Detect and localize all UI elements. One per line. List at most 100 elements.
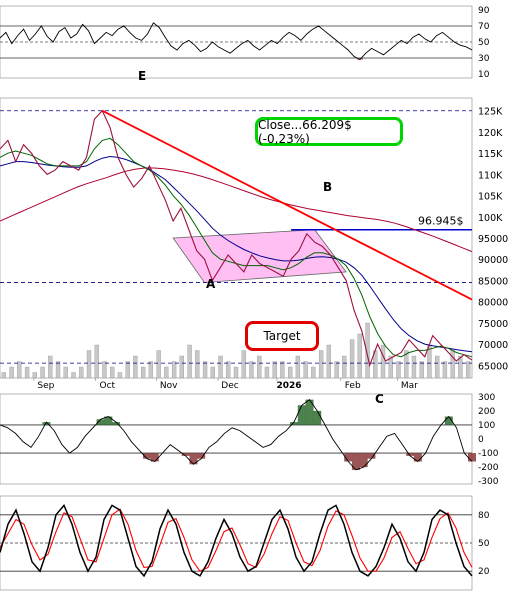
price-panel: 96.945$ A B C 125K 120K 115K 110K 105K 100K 95000 9… [0,97,508,406]
volume-bar [140,366,146,379]
rsi-line [0,22,473,61]
volume-bar [349,339,355,379]
stochastic-tick-label: 20 [478,567,490,577]
cci-negative-fill [150,453,159,462]
volume-bar [171,361,177,379]
month-label: Feb [345,381,361,391]
stochastic-tick-label: 50 [478,539,490,549]
price-tick-label: 90000 [478,255,508,266]
volume-bar [110,366,115,379]
price-tick-label: 70000 [478,340,508,351]
cci-tick-label: -100 [478,449,499,459]
month-label: 2026 [276,381,301,391]
stochastic-signal-line [0,508,473,572]
rsi-tick-label: 10 [478,70,490,80]
price-tick-label: 115K [478,149,503,160]
annotation-a: A [206,277,216,291]
volume-bar [94,344,99,379]
volume-bar [187,344,192,379]
volume-bar [133,355,138,379]
volume-bar [71,372,76,379]
month-label: Oct [99,381,115,391]
rsi-tick-label: 70 [478,22,490,32]
volume-bar [380,344,386,379]
volume-bar [404,350,409,379]
volume-bar [117,372,123,379]
stochastic-tick-label: 80 [478,511,490,521]
cci-negative-fill [197,453,206,459]
price-line [0,109,473,368]
volume-bar [249,361,254,379]
rsi-tick-label: 50 [478,38,490,48]
cci-panel: 300 200 100 0 -100 -200 -300 [0,393,499,487]
volume-bar [226,361,231,379]
volume-bar [435,355,440,379]
cci-negative-fill [359,453,368,468]
month-label: Dec [221,381,238,391]
volume-bar [450,350,455,379]
cci-frame [0,393,473,485]
cci-negative-fill [181,453,190,456]
volume-bar [32,372,37,379]
price-tick-label: 85000 [478,276,508,287]
close-price-text: Close...66.209$ (-0,23%) [258,117,352,146]
volume-bar [210,366,215,379]
cci-negative-fill [189,453,198,465]
volume-bar [164,366,169,379]
annotation-b: B [323,180,332,194]
volume-bar [1,372,7,379]
volume-bar [48,355,53,379]
volume-bar [241,350,246,379]
cci-positive-fill [96,419,105,425]
volume-bar [280,361,285,379]
volume-bar [442,361,448,379]
cci-positive-fill [104,416,113,425]
stochastic-panel: 80 50 20 [0,495,490,591]
cci-positive-fill [313,410,322,425]
downtrend-line [101,109,473,301]
target-label: Target [245,321,319,351]
cci-negative-fill [468,453,476,462]
price-tick-label: 65000 [478,361,508,372]
annotation-c: C [375,392,384,406]
cci-negative-fill [406,453,415,456]
cci-positive-fill [290,422,299,425]
rsi-panel: 90 70 50 30 10 E [0,5,490,83]
volume-bar [458,355,463,379]
volume-bar [125,361,130,379]
cci-positive-fill [444,416,453,425]
volume-bar [264,366,270,379]
volume-bar [86,350,92,379]
volume-bar [156,350,161,379]
ma-medium-line [0,155,473,353]
volume-bar [40,366,45,379]
close-price-label: Close...66.209$ (-0,23%) [255,117,403,146]
cci-tick-label: -200 [478,463,499,473]
stochastic-main-line [0,503,473,578]
month-label: Sep [37,381,54,391]
cci-tick-label: 200 [478,407,495,417]
volume-bar [411,355,417,379]
volume-bar [288,366,293,379]
cci-positive-fill [112,422,121,425]
volume-bar [303,361,308,379]
cci-line [0,398,473,471]
price-tick-label: 105K [478,192,503,203]
volume-bar [295,355,301,379]
volume-bar [55,361,61,379]
volume-bar [17,361,22,379]
target-text: Target [263,329,301,343]
volume-bar [202,361,208,379]
volume-bar [24,366,30,379]
volume-bar [342,355,347,379]
cci-tick-label: 300 [478,393,495,403]
volume-bar [257,355,262,379]
rsi-tick-label: 90 [478,6,490,16]
price-tick-label: 100K [478,213,503,224]
price-tick-label: 120K [478,128,503,139]
price-tick-label: 75000 [478,319,508,330]
cci-negative-fill [351,453,360,470]
volume-bar [79,366,84,379]
